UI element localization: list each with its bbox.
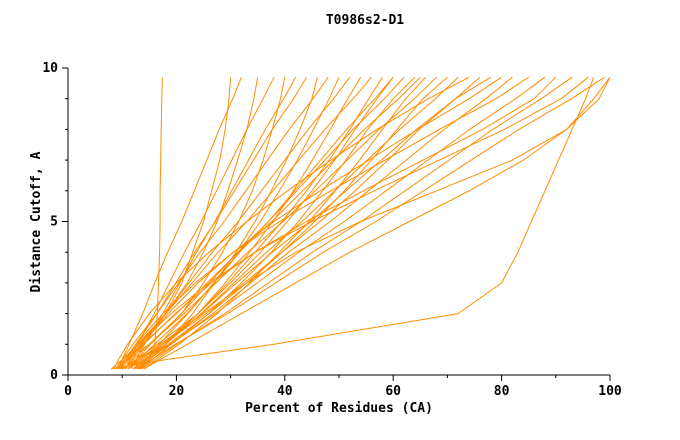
model-curve <box>116 77 286 370</box>
y-axis-label: Distance Cutoff, A <box>29 151 44 292</box>
model-curve <box>125 76 557 370</box>
model-curve <box>140 76 513 370</box>
x-tick-label: 80 <box>494 384 510 399</box>
model-curve <box>138 76 394 370</box>
model-curve <box>116 77 232 370</box>
y-tick-label: 5 <box>50 215 58 230</box>
tick-labels-group: 0 20 40 60 80 100 0 5 10 <box>42 61 622 399</box>
model-curve <box>113 76 470 370</box>
model-curve <box>121 76 351 370</box>
model-curve <box>132 76 362 370</box>
y-tick-label: 0 <box>50 368 58 383</box>
model-curve <box>111 77 595 370</box>
axes-group <box>62 67 611 381</box>
model-curve <box>127 76 405 370</box>
model-curve <box>143 76 611 370</box>
model-curve <box>127 76 383 370</box>
x-tick-label: 100 <box>598 384 622 399</box>
model-curve <box>127 76 448 370</box>
model-curve <box>137 76 605 370</box>
x-tick-label: 0 <box>64 384 72 399</box>
model-curve <box>116 76 372 370</box>
model-curve <box>138 77 318 370</box>
model-curve <box>127 76 611 370</box>
model-curve <box>119 76 589 370</box>
model-curve <box>118 77 242 370</box>
y-tick-label: 10 <box>42 61 58 76</box>
x-tick-label: 40 <box>277 384 293 399</box>
x-tick-label: 20 <box>169 384 185 399</box>
model-curve <box>115 76 329 370</box>
x-axis-label: Percent of Residues (CA) <box>245 401 433 416</box>
model-curve <box>134 76 481 370</box>
chart-title: T0986s2-D1 <box>326 13 404 28</box>
model-curve <box>124 76 502 370</box>
model-curve <box>127 76 340 370</box>
model-curves-group <box>111 76 611 370</box>
model-curve <box>135 76 546 370</box>
x-tick-label: 60 <box>385 384 401 399</box>
model-curve <box>119 76 529 370</box>
model-curve <box>141 76 573 370</box>
